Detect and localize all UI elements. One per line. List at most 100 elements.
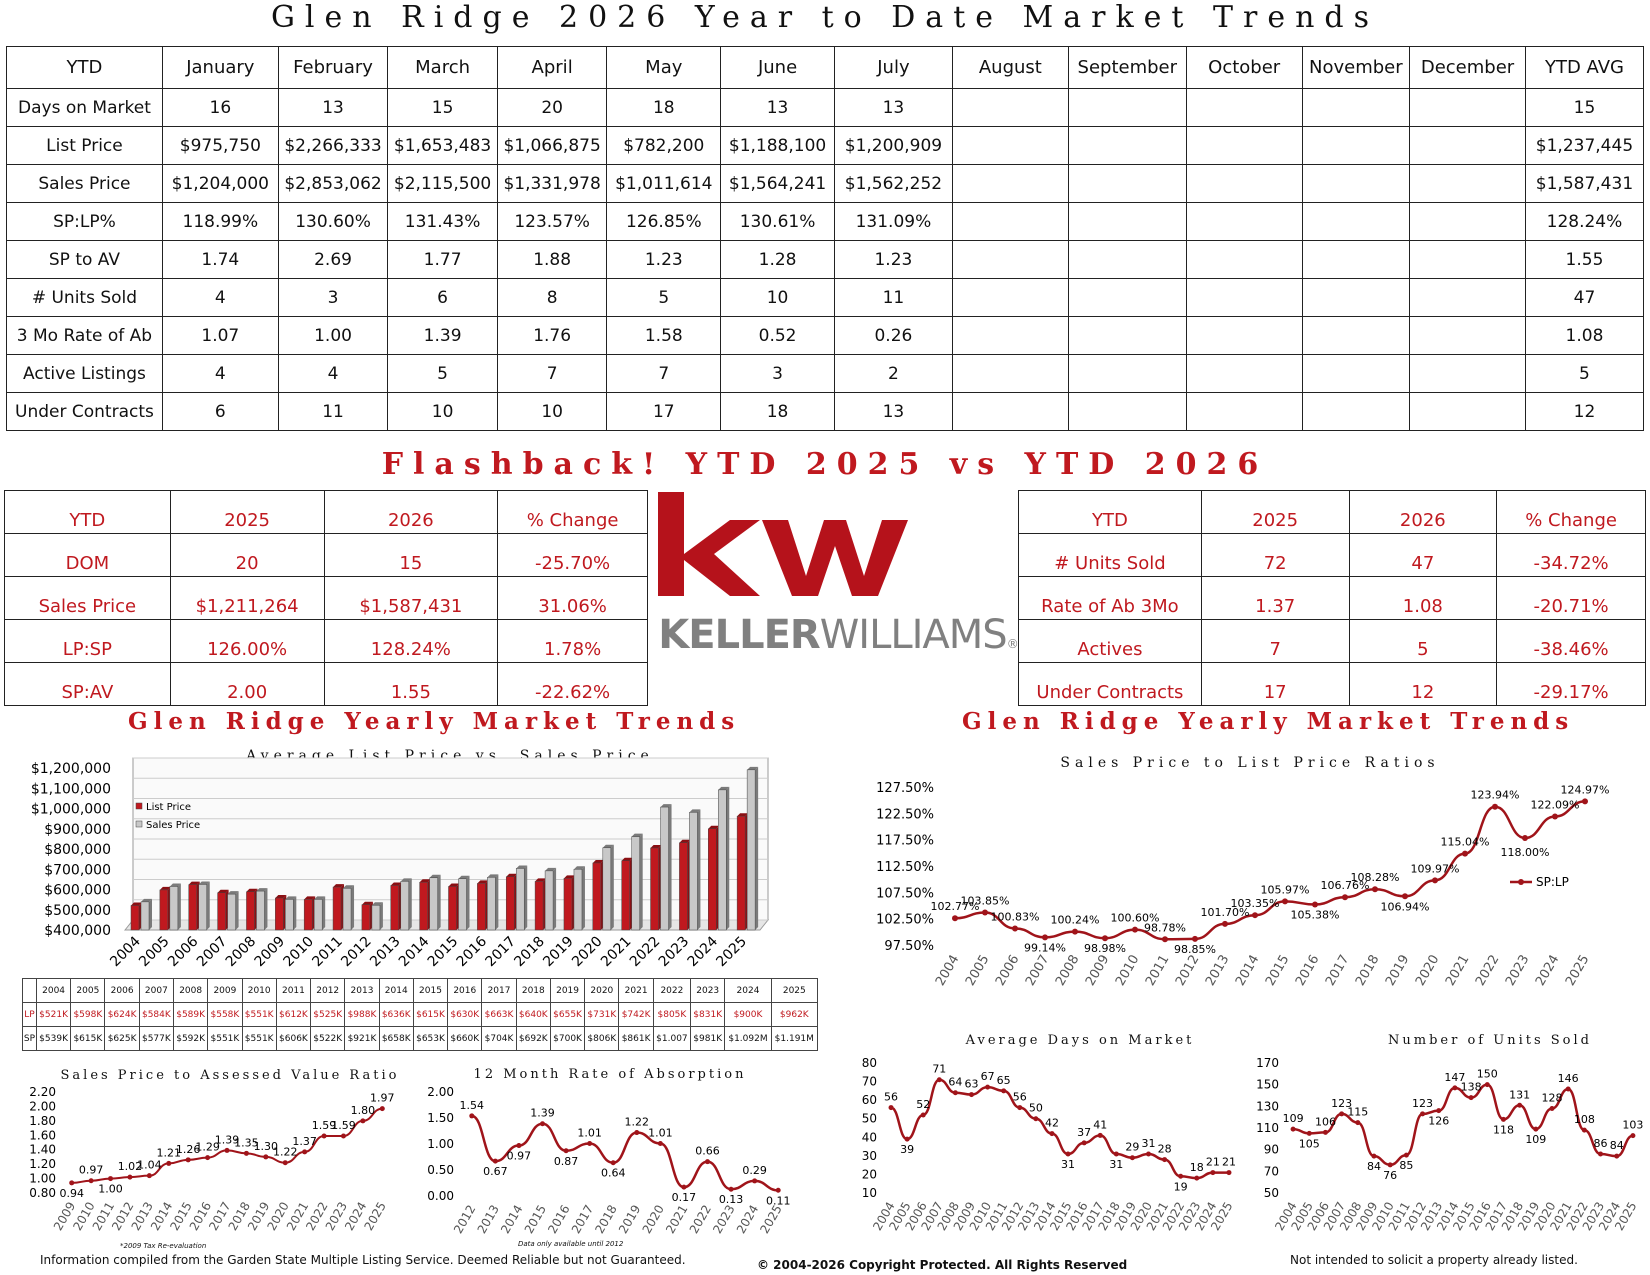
keller-williams-wordmark: KELLERWILLIAMS® xyxy=(652,612,1024,658)
year-header: 2023 xyxy=(690,978,726,1003)
table-cell: 2.69 xyxy=(277,240,389,279)
x-tick-label: 2012 xyxy=(1173,953,1203,989)
year-header: 2005 xyxy=(70,978,106,1003)
table-cell xyxy=(1301,240,1411,279)
data-point xyxy=(634,1130,640,1136)
data-point xyxy=(1581,1127,1587,1133)
data-label: 98.98% xyxy=(1084,942,1126,955)
lp-cell: $551K xyxy=(241,1002,277,1027)
data-point xyxy=(1033,1116,1039,1122)
data-label: 123.94% xyxy=(1471,789,1520,802)
list-price-bar xyxy=(621,860,630,931)
data-point xyxy=(705,1159,710,1165)
table-cell: 31.06% xyxy=(497,576,648,620)
table-cell: 13 xyxy=(833,88,953,127)
table-cell: -34.72% xyxy=(1496,533,1646,577)
sales-price-bar-top xyxy=(602,844,614,848)
y-tick-label: $900,000 xyxy=(44,822,111,838)
list-price-bar-top xyxy=(304,896,316,900)
table-cell xyxy=(1409,202,1526,241)
x-tick-label: 2004 xyxy=(933,953,963,989)
table-cell: 4 xyxy=(277,354,389,393)
data-point xyxy=(1371,1153,1377,1159)
data-label: 1.39 xyxy=(215,1133,240,1146)
data-label: 1.59 xyxy=(331,1119,356,1132)
sales-price-bar xyxy=(429,877,438,931)
row-label: LP:SP xyxy=(4,619,171,663)
sales-price-bar xyxy=(544,870,554,931)
list-price-bar-top xyxy=(679,839,691,843)
data-label: 0.94 xyxy=(59,1187,84,1200)
y-tick-label: 70 xyxy=(862,1075,877,1089)
column-header: YTD AVG xyxy=(1524,46,1645,89)
x-tick-label: 2010 xyxy=(1113,953,1143,989)
table-cell: $1,587,431 xyxy=(1524,164,1645,203)
data-label: 18 xyxy=(1190,1161,1204,1174)
data-point xyxy=(563,1148,569,1154)
x-tick-label: 2021 xyxy=(1443,953,1473,989)
table-row: SP:AV 2.00 1.55 -22.62% xyxy=(4,662,648,706)
table-cell: 1.74 xyxy=(161,240,279,279)
bar-chart-lp-sp: $400,000 $500,000 $600,000 $700,000 $800,000… xyxy=(31,757,770,971)
row-label: List Price xyxy=(6,126,163,165)
table-cell: -38.46% xyxy=(1496,619,1646,663)
row-label: SP:LP% xyxy=(6,202,163,241)
table-row: SP to AV 1.74 2.69 1.77 1.88 1.23 1.28 1.23 1.55 xyxy=(6,240,1645,279)
x-tick-label: 2013 xyxy=(367,934,404,971)
table-cell: $1,564,241 xyxy=(720,164,835,203)
y-tick-label: $1,000,000 xyxy=(31,802,111,818)
x-tick-label: 2005 xyxy=(963,953,993,989)
x-tick-label: 2020 xyxy=(640,1203,667,1236)
sales-price-bar-top xyxy=(516,865,528,869)
data-label: 0.87 xyxy=(554,1155,579,1168)
data-point xyxy=(1468,1095,1474,1101)
lp-cell: $525K xyxy=(310,1002,346,1027)
row-label: SP:AV xyxy=(4,662,171,706)
table-cell: 7 xyxy=(496,354,608,393)
data-point xyxy=(982,909,988,916)
table-cell: 47 xyxy=(1348,533,1498,577)
data-point xyxy=(1500,1116,1506,1122)
sp-cell: $658K xyxy=(378,1026,414,1051)
y-tick-label: 1.00 xyxy=(427,1137,454,1151)
lp-cell: $742K xyxy=(618,1002,654,1027)
lp-cell: $640K xyxy=(515,1002,551,1027)
x-tick-label: 2019 xyxy=(540,934,577,971)
table-cell xyxy=(951,88,1069,127)
y-tick-label: $1,200,000 xyxy=(31,761,111,777)
data-label: 118 xyxy=(1493,1123,1514,1136)
table-cell xyxy=(1301,392,1411,431)
table-cell: 5 xyxy=(1348,619,1498,663)
y-tick-label: 2.00 xyxy=(29,1099,56,1113)
table-cell: 1.23 xyxy=(606,240,722,279)
table-row: List Price $975,750 $2,266,333 $1,653,483 $1… xyxy=(6,126,1645,165)
data-label: 64 xyxy=(948,1076,962,1089)
x-tick-label: 2008 xyxy=(223,934,260,971)
sales-price-bar-top xyxy=(660,804,672,808)
table-cell xyxy=(1067,164,1187,203)
sales-price-bar xyxy=(140,901,150,931)
data-point xyxy=(1192,935,1198,942)
column-header: September xyxy=(1067,46,1187,89)
x-tick-label: 2005 xyxy=(136,934,173,971)
x-tick-label: 2021 xyxy=(663,1203,690,1236)
table-cell: $2,115,500 xyxy=(387,164,498,203)
row-label: DOM xyxy=(4,533,171,577)
sales-price-bar-side xyxy=(639,833,643,930)
table-row: DOM 20 15 -25.70% xyxy=(4,533,648,577)
table-cell: 10 xyxy=(387,392,498,431)
data-point xyxy=(1290,1126,1296,1132)
row-label: SP to AV xyxy=(6,240,163,279)
x-tick-label: 2013 xyxy=(1203,953,1233,989)
data-label: 1.04 xyxy=(137,1159,162,1172)
data-label: 115 xyxy=(1347,1106,1368,1119)
data-label: 86 xyxy=(1594,1137,1608,1150)
table-cell: 1.07 xyxy=(161,316,279,355)
sales-price-bar-side xyxy=(149,898,152,930)
data-label: 115.04% xyxy=(1441,836,1490,849)
data-point xyxy=(282,1160,288,1166)
data-point xyxy=(224,1147,230,1153)
sales-price-bar xyxy=(631,836,640,931)
column-header: April xyxy=(496,46,608,89)
data-label: 0.13 xyxy=(719,1193,744,1206)
